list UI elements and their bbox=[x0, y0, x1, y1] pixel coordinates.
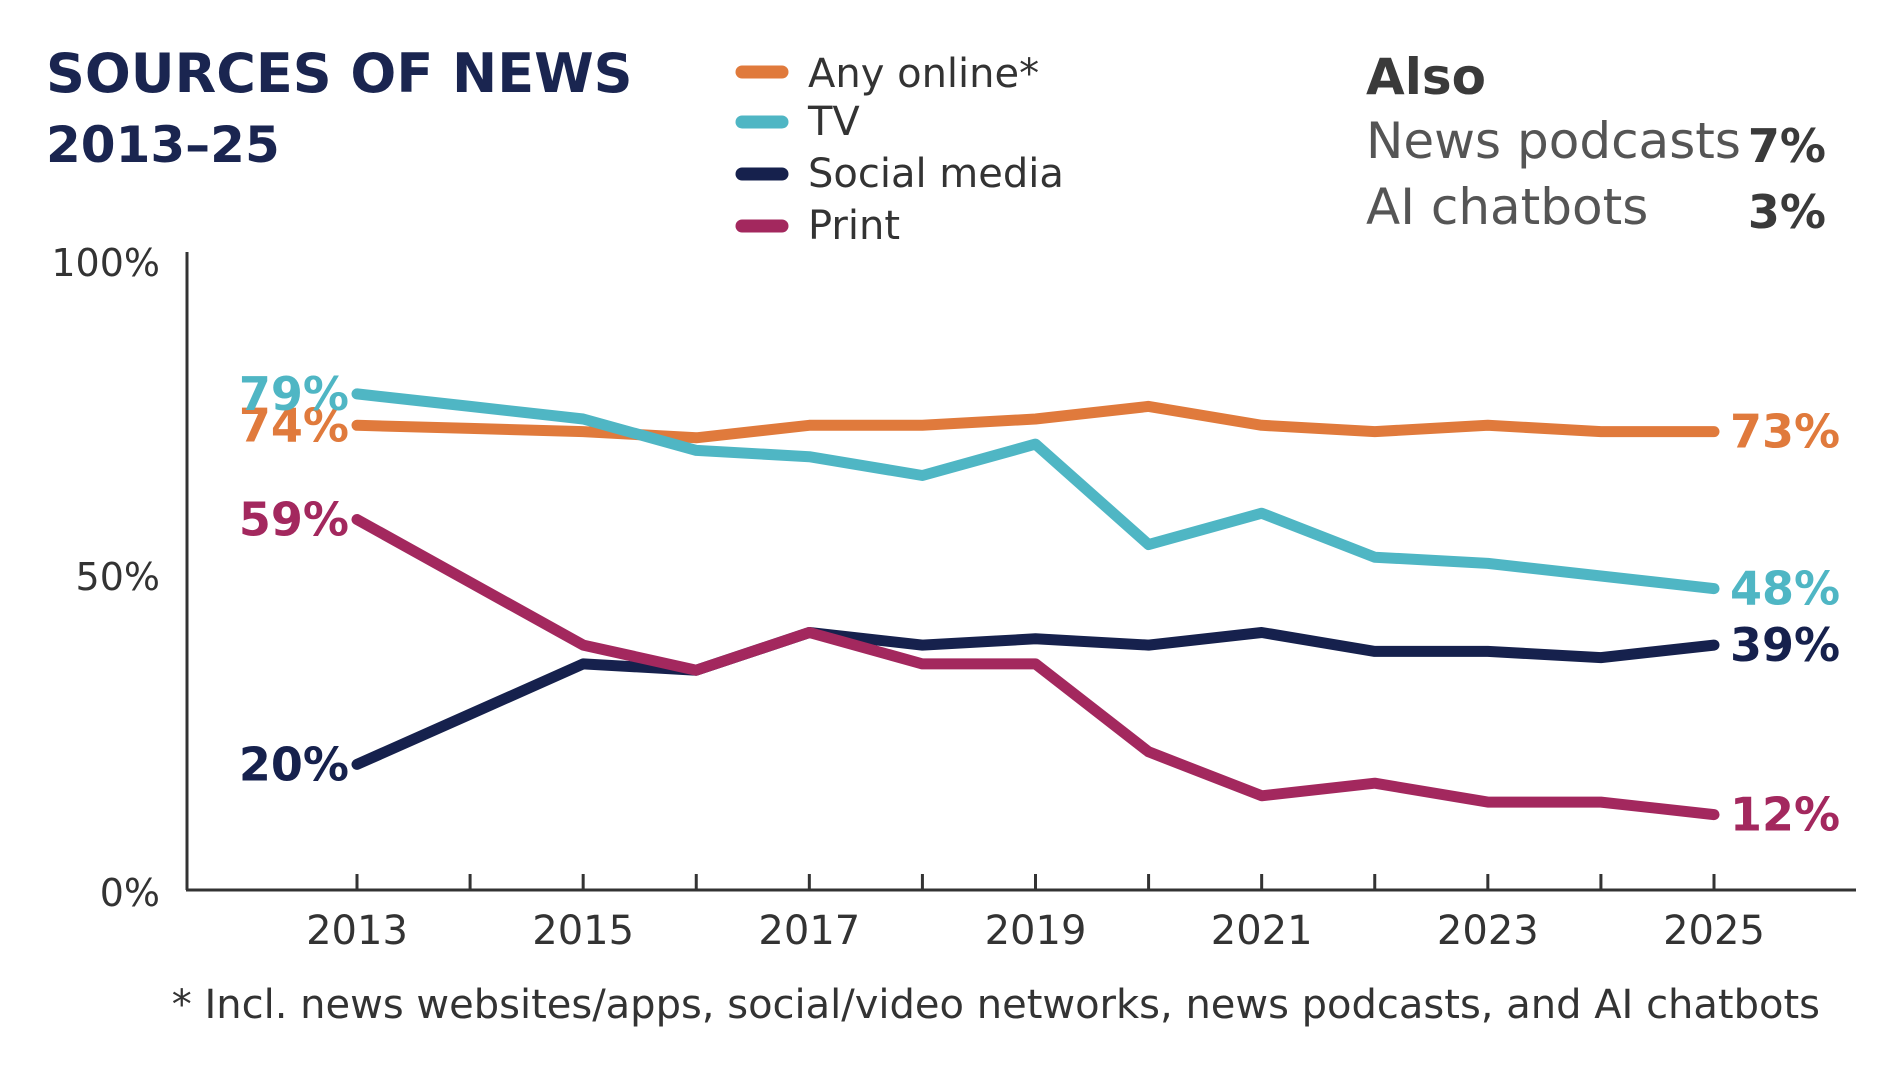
legend-label-tv: TV bbox=[807, 99, 860, 145]
also-item-label-chatbots: AI chatbots bbox=[1366, 178, 1648, 236]
series-value-labels: 74% 73% 79% 48% 20% 39% 59% 12% bbox=[239, 367, 1840, 842]
series-line-print bbox=[351, 514, 1720, 821]
series-line-any-online bbox=[351, 400, 1720, 444]
legend: Any online* TV Social media Print bbox=[735, 51, 1064, 249]
x-tick-label: 2025 bbox=[1663, 908, 1765, 954]
start-label-social-media: 20% bbox=[239, 737, 349, 791]
end-label-any-online: 73% bbox=[1730, 405, 1840, 459]
start-label-print: 59% bbox=[239, 492, 349, 546]
legend-label-any-online: Any online* bbox=[808, 51, 1039, 97]
y-tick-label: 100% bbox=[51, 241, 160, 285]
x-tick-label: 2023 bbox=[1437, 908, 1539, 954]
series-lines bbox=[351, 388, 1720, 821]
end-label-tv: 48% bbox=[1730, 562, 1840, 616]
series-line-social-media bbox=[351, 627, 1720, 770]
also-panel: Also News podcasts 7% AI chatbots 3% bbox=[1366, 48, 1826, 239]
chart-title: SOURCES OF NEWS bbox=[46, 42, 633, 105]
end-label-print: 12% bbox=[1730, 788, 1840, 842]
legend-label-print: Print bbox=[808, 203, 900, 249]
legend-item-any-online: Any online* bbox=[735, 51, 1039, 97]
also-item-value-chatbots: 3% bbox=[1748, 185, 1826, 239]
x-tick-label: 2021 bbox=[1211, 908, 1313, 954]
also-item-value-podcasts: 7% bbox=[1748, 119, 1826, 173]
x-tick-label: 2015 bbox=[532, 908, 634, 954]
also-heading: Also bbox=[1366, 48, 1486, 106]
y-tick-label: 50% bbox=[76, 555, 160, 599]
legend-item-social-media: Social media bbox=[735, 151, 1064, 197]
series-line-tv bbox=[351, 388, 1720, 595]
x-tick-label: 2017 bbox=[758, 908, 860, 954]
legend-item-tv: TV bbox=[735, 99, 860, 145]
footnote: * Incl. news websites/apps, social/video… bbox=[172, 982, 1820, 1028]
y-tick-labels: 100% 50% 0% bbox=[51, 241, 160, 915]
start-label-any-online: 74% bbox=[239, 398, 349, 452]
x-tick-labels: 2013 2015 2017 2019 2021 2023 2025 bbox=[306, 908, 1765, 954]
x-tick-label: 2019 bbox=[985, 908, 1087, 954]
also-item-label-podcasts: News podcasts bbox=[1366, 112, 1741, 170]
chart-subtitle: 2013–25 bbox=[46, 116, 280, 174]
legend-label-social-media: Social media bbox=[808, 151, 1064, 197]
legend-item-print: Print bbox=[735, 203, 900, 249]
x-tick-label: 2013 bbox=[306, 908, 408, 954]
start-label-tv: 79% bbox=[239, 367, 349, 421]
end-label-social-media: 39% bbox=[1730, 618, 1840, 672]
y-tick-label: 0% bbox=[100, 871, 160, 915]
x-tick-marks bbox=[355, 874, 1716, 890]
